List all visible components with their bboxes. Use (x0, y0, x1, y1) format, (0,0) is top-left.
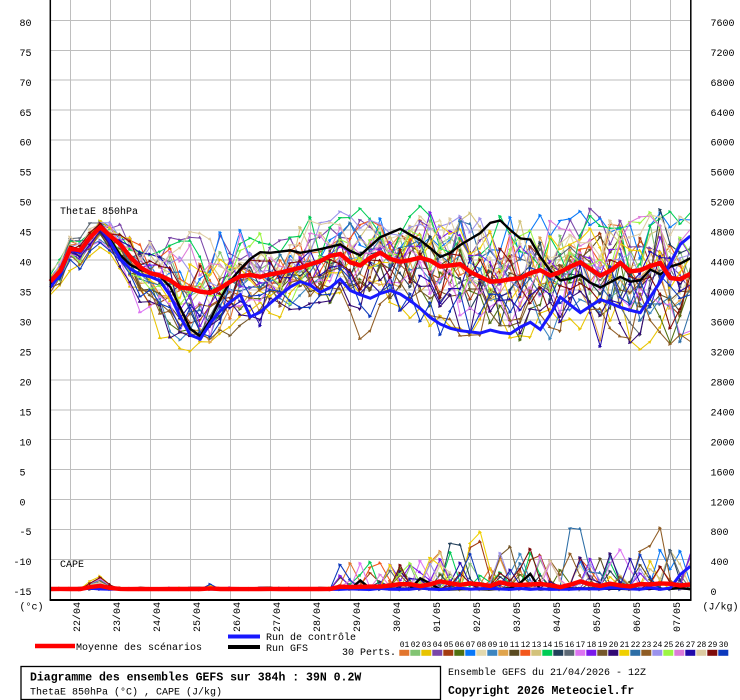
svg-text:02: 02 (411, 641, 421, 650)
svg-text:15: 15 (20, 408, 32, 419)
svg-text:01/05: 01/05 (432, 602, 444, 632)
svg-text:3600: 3600 (711, 319, 735, 330)
svg-text:28: 28 (697, 641, 707, 650)
svg-text:24/04: 24/04 (152, 602, 164, 632)
svg-text:(°c): (°c) (20, 602, 44, 614)
svg-text:3200: 3200 (711, 349, 735, 360)
svg-text:04: 04 (433, 641, 443, 650)
svg-text:03: 03 (422, 641, 432, 650)
svg-text:14: 14 (543, 641, 553, 650)
svg-text:-5: -5 (20, 528, 32, 539)
svg-text:09: 09 (488, 641, 498, 650)
svg-text:29: 29 (708, 641, 718, 650)
svg-text:13: 13 (532, 641, 542, 650)
svg-text:23: 23 (642, 641, 652, 650)
svg-text:30: 30 (20, 319, 32, 330)
svg-text:(J/kg): (J/kg) (703, 602, 739, 614)
svg-text:Ensemble GEFS du 21/04/2026 -: Ensemble GEFS du 21/04/2026 - 12Z (448, 667, 646, 679)
svg-text:25/04: 25/04 (192, 602, 204, 632)
svg-text:35: 35 (20, 289, 32, 300)
svg-text:01: 01 (400, 641, 410, 650)
svg-text:65: 65 (20, 109, 32, 120)
svg-text:1600: 1600 (711, 468, 735, 479)
svg-text:30/04: 30/04 (392, 602, 404, 632)
svg-text:27/04: 27/04 (272, 602, 284, 632)
svg-text:21: 21 (620, 641, 630, 650)
svg-text:10: 10 (499, 641, 509, 650)
svg-text:75: 75 (20, 49, 32, 60)
svg-text:16: 16 (565, 641, 575, 650)
svg-text:-15: -15 (14, 588, 32, 599)
svg-text:ThetaE 850hPa: ThetaE 850hPa (60, 206, 138, 218)
svg-text:5200: 5200 (711, 199, 735, 210)
svg-text:4800: 4800 (711, 229, 735, 240)
svg-text:06/05: 06/05 (632, 602, 644, 632)
svg-text:Diagramme des ensembles GEFS s: Diagramme des ensembles GEFS sur 384h : … (30, 672, 361, 685)
svg-text:11: 11 (510, 641, 520, 650)
svg-text:45: 45 (20, 229, 32, 240)
svg-text:10: 10 (20, 438, 32, 449)
svg-text:2000: 2000 (711, 438, 735, 449)
svg-text:30: 30 (719, 641, 729, 650)
svg-text:25: 25 (664, 641, 674, 650)
svg-text:4400: 4400 (711, 259, 735, 270)
svg-text:70: 70 (20, 79, 32, 90)
svg-text:27: 27 (686, 641, 696, 650)
svg-text:04/05: 04/05 (552, 602, 564, 632)
svg-text:29/04: 29/04 (352, 602, 364, 632)
svg-text:60: 60 (20, 139, 32, 150)
svg-text:5: 5 (20, 468, 26, 479)
svg-text:1200: 1200 (711, 498, 735, 509)
svg-text:05/05: 05/05 (592, 602, 604, 632)
svg-text:05: 05 (444, 641, 454, 650)
svg-text:24: 24 (653, 641, 663, 650)
svg-text:12: 12 (521, 641, 531, 650)
svg-text:Moyenne des scénarios: Moyenne des scénarios (76, 642, 202, 654)
svg-text:23/04: 23/04 (112, 602, 124, 632)
svg-text:6800: 6800 (711, 79, 735, 90)
svg-text:6000: 6000 (711, 139, 735, 150)
svg-text:Copyright 2026 Meteociel.fr: Copyright 2026 Meteociel.fr (448, 685, 634, 698)
svg-text:80: 80 (20, 19, 32, 30)
svg-text:CAPE: CAPE (60, 560, 84, 571)
svg-text:6400: 6400 (711, 109, 735, 120)
svg-text:0: 0 (711, 588, 717, 599)
svg-text:15: 15 (554, 641, 564, 650)
svg-text:17: 17 (576, 641, 586, 650)
svg-text:50: 50 (20, 199, 32, 210)
svg-text:7600: 7600 (711, 19, 735, 30)
svg-text:07/05: 07/05 (672, 602, 684, 632)
svg-text:Run de contrôle: Run de contrôle (266, 632, 356, 644)
svg-text:19: 19 (598, 641, 608, 650)
svg-text:0: 0 (20, 498, 26, 509)
svg-text:26: 26 (675, 641, 685, 650)
svg-text:03/05: 03/05 (512, 602, 524, 632)
svg-text:28/04: 28/04 (312, 602, 324, 632)
svg-text:22/04: 22/04 (72, 602, 84, 632)
svg-text:Run GFS: Run GFS (266, 644, 308, 655)
svg-text:55: 55 (20, 169, 32, 180)
svg-text:22: 22 (631, 641, 641, 650)
svg-text:800: 800 (711, 528, 729, 539)
svg-text:02/05: 02/05 (472, 602, 484, 632)
svg-text:-10: -10 (14, 558, 32, 569)
svg-text:06: 06 (455, 641, 465, 650)
svg-text:08: 08 (477, 641, 487, 650)
svg-text:18: 18 (587, 641, 597, 650)
svg-text:5600: 5600 (711, 169, 735, 180)
svg-text:30 Perts.: 30 Perts. (342, 648, 396, 659)
svg-text:26/04: 26/04 (232, 602, 244, 632)
svg-text:25: 25 (20, 349, 32, 360)
svg-text:40: 40 (20, 259, 32, 270)
svg-text:07: 07 (466, 641, 476, 650)
svg-text:20: 20 (20, 378, 32, 389)
svg-text:4000: 4000 (711, 289, 735, 300)
svg-text:400: 400 (711, 558, 729, 569)
svg-text:20: 20 (609, 641, 619, 650)
svg-text:2400: 2400 (711, 408, 735, 419)
svg-text:2800: 2800 (711, 378, 735, 389)
svg-text:7200: 7200 (711, 49, 735, 60)
svg-text:ThetaE 850hPa (°C) , CAPE (J/k: ThetaE 850hPa (°C) , CAPE (J/kg) (30, 687, 222, 699)
